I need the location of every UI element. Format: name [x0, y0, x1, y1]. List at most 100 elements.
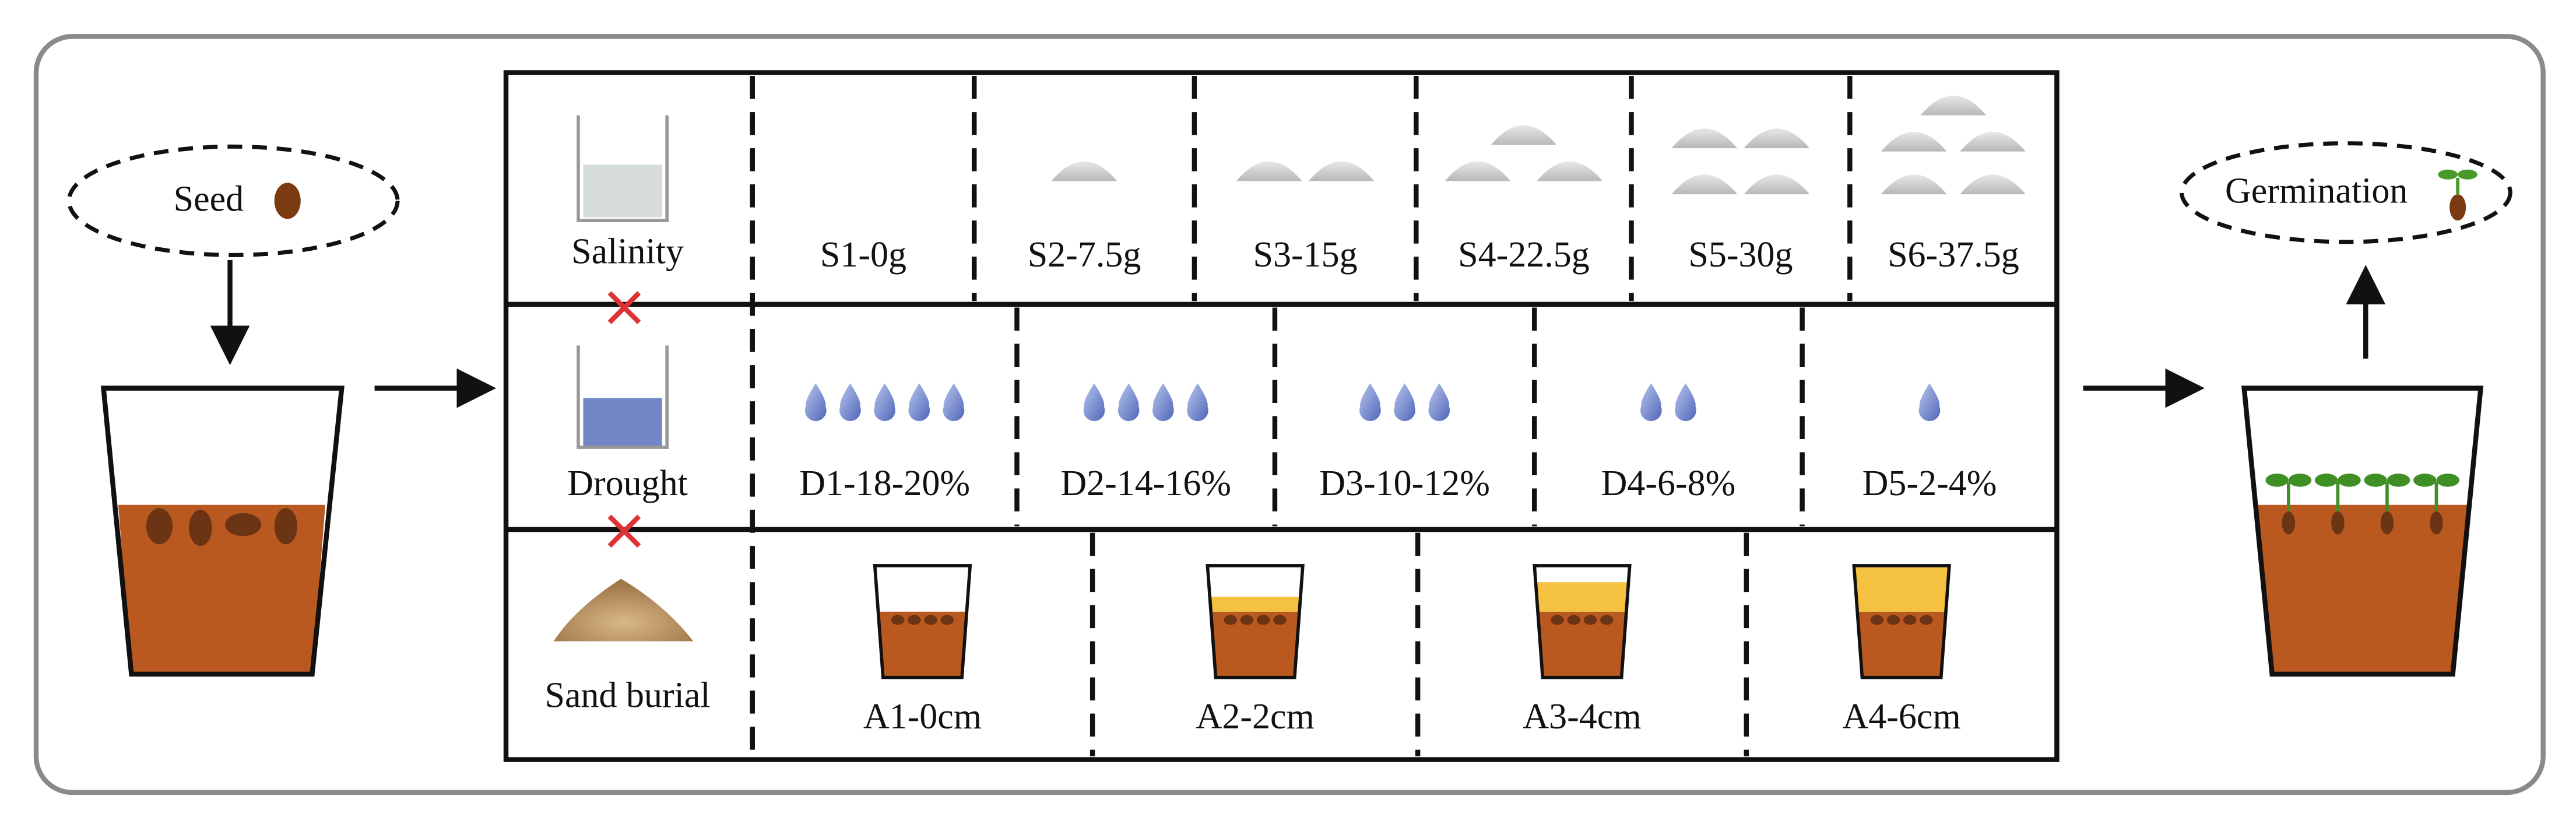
sand-icon	[553, 578, 694, 641]
cup-seed	[1567, 615, 1581, 625]
germination-label: Germination	[2225, 171, 2408, 211]
germination-ellipse	[2180, 141, 2512, 244]
cup-sand	[1536, 582, 1628, 612]
cross-icon	[607, 291, 641, 548]
salt-pile	[1920, 95, 1987, 115]
seed	[2430, 511, 2443, 535]
leaf	[2314, 474, 2338, 487]
salt-pile	[1308, 161, 1375, 181]
cup-seed	[908, 615, 921, 625]
sprout-icon	[2265, 474, 2312, 535]
row-label: Sand burial	[545, 676, 711, 716]
treatment-label: S3-15g	[1253, 235, 1358, 275]
seed-label: Seed	[174, 179, 244, 219]
seed	[2380, 511, 2394, 535]
treatment-label: D1-18-20%	[799, 464, 970, 503]
sand-cup	[1206, 564, 1305, 679]
cup-outline	[1533, 564, 1632, 679]
row-label: Salinity	[571, 232, 684, 272]
cup-soil	[1857, 611, 1946, 678]
cup-seed	[1273, 615, 1287, 625]
cup-seed	[1240, 615, 1254, 625]
salt-pile	[1881, 174, 1947, 195]
salt-pile	[1671, 174, 1738, 195]
water-drop	[1640, 383, 1662, 422]
cup-seed	[1600, 615, 1614, 625]
water-drop	[1918, 383, 1941, 422]
salt-pile	[1445, 161, 1511, 181]
water-drop	[1394, 383, 1415, 422]
cup-seed	[1903, 615, 1917, 625]
treatment-label: D3-10-12%	[1319, 464, 1490, 503]
salt-pile	[1537, 161, 1603, 181]
water-drop	[804, 383, 827, 422]
leaf	[2364, 474, 2387, 487]
salt-pile	[1236, 161, 1302, 181]
salt-pile	[1960, 131, 2026, 152]
cup-sand	[1209, 597, 1302, 612]
leaf	[2265, 474, 2289, 487]
treatment-label: S2-7.5g	[1028, 235, 1141, 275]
water-drop	[1675, 383, 1696, 422]
cup-seed	[1583, 615, 1597, 625]
treatment-label: A2-2cm	[1196, 697, 1315, 737]
cup-seed	[1886, 615, 1900, 625]
treatment-label: A4-6cm	[1843, 697, 1961, 737]
sprout-icon	[2413, 474, 2459, 535]
salt-pile	[1744, 128, 1810, 149]
water-drop	[1428, 383, 1450, 422]
cup-seed	[924, 615, 937, 625]
cup-outline	[873, 564, 972, 679]
salt-pile	[1744, 174, 1810, 195]
seed-icon	[274, 183, 301, 219]
treatment-label: D5-2-4%	[1862, 464, 1997, 503]
cup-seed	[1920, 615, 1933, 625]
seed	[2331, 511, 2345, 535]
salt-pile	[1051, 161, 1117, 181]
water-drop	[1152, 383, 1174, 422]
water-drop	[1187, 383, 1208, 422]
salt-pile	[1671, 128, 1738, 149]
cup-seed	[891, 615, 905, 625]
water-drop	[874, 383, 895, 422]
cup-seed	[1224, 615, 1238, 625]
leaf	[2436, 474, 2459, 487]
water-drop	[1359, 383, 1381, 422]
beaker-icon	[577, 345, 669, 449]
seed-ellipse	[66, 144, 400, 257]
cup	[2241, 385, 2484, 677]
sand-cup	[873, 564, 972, 679]
sand-cup	[1852, 564, 1951, 679]
water-drop	[943, 383, 965, 422]
cup-soil	[1537, 611, 1627, 678]
leaf	[2338, 474, 2361, 487]
cup-seed	[1256, 615, 1270, 625]
sand-cup	[1533, 564, 1632, 679]
cup-sand	[1855, 567, 1948, 612]
cup	[100, 385, 345, 677]
treatment-label: S1-0g	[820, 235, 906, 275]
treatment-label: S4-22.5g	[1458, 235, 1590, 275]
cup-outline	[1206, 564, 1305, 679]
treatment-label: A1-0cm	[863, 697, 982, 737]
row-label: Drought	[567, 464, 688, 503]
seed	[2282, 511, 2296, 535]
salt-pile	[1881, 131, 1947, 152]
table-border	[503, 70, 2060, 762]
cup-seed	[1870, 615, 1884, 625]
sprout-icon	[2438, 169, 2477, 221]
treatment-label: S5-30g	[1688, 235, 1793, 275]
leaf	[2413, 474, 2437, 487]
salt-pile	[1491, 125, 1557, 145]
cup-seed	[1551, 615, 1564, 625]
cup-soil	[1211, 611, 1300, 678]
frame	[33, 34, 2546, 795]
leaf	[2288, 474, 2312, 487]
cup-outline	[1852, 564, 1951, 679]
treatment-label: A3-4cm	[1523, 697, 1641, 737]
cup-soil	[878, 611, 967, 678]
water-drop	[839, 383, 861, 422]
treatment-label: D2-14-16%	[1060, 464, 1231, 503]
